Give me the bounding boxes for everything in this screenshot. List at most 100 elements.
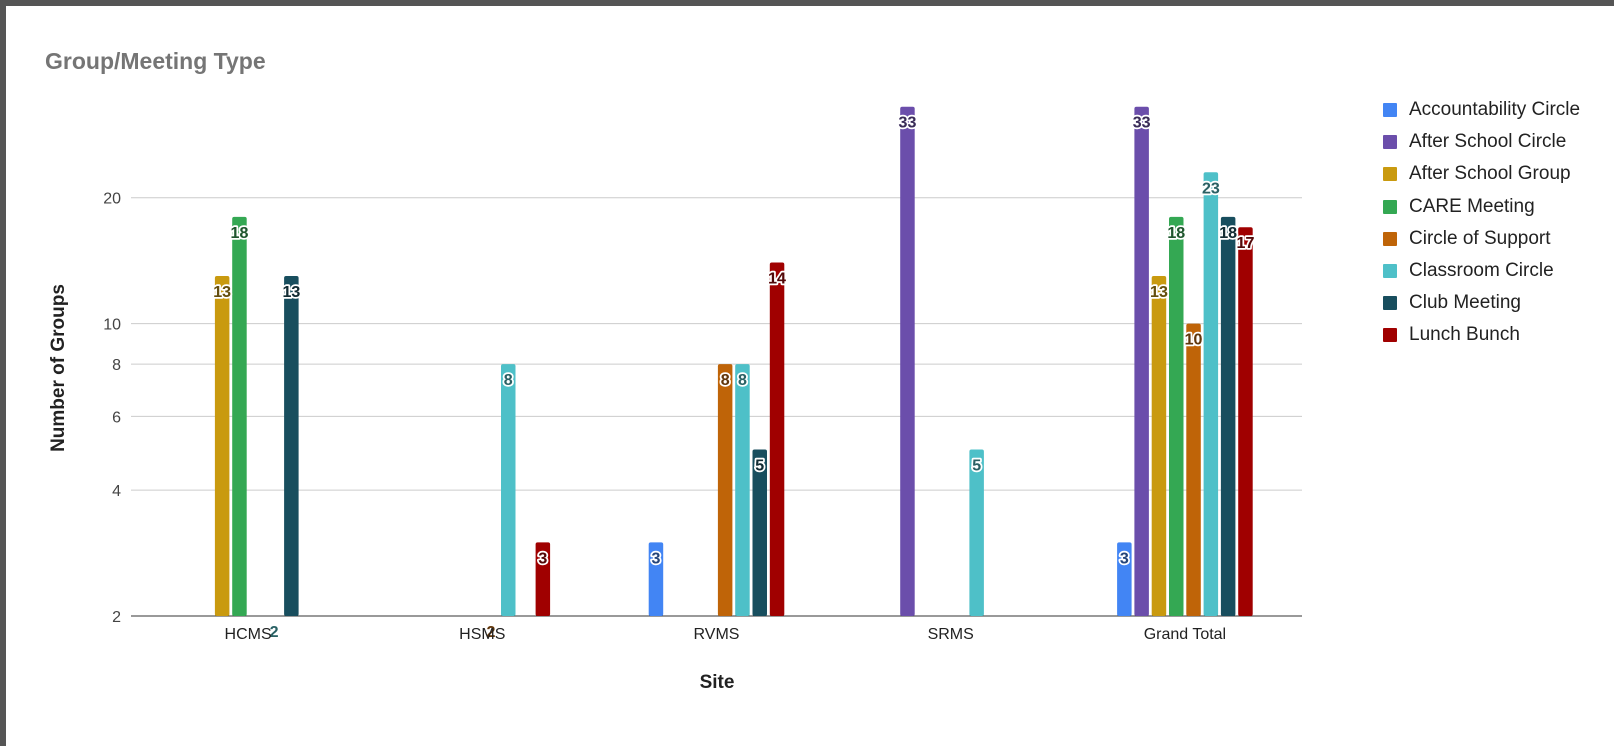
data-label: 8 [504,372,513,389]
bar [1220,216,1236,616]
x-tick-label: SRMS [928,626,974,643]
data-label: 8 [738,372,747,389]
legend-item[interactable]: Lunch Bunch [1383,319,1580,351]
legend-label: Accountability Circle [1409,99,1581,121]
legend-label: Classroom Circle [1409,260,1554,282]
legend-label: After School Circle [1409,131,1567,153]
bar [717,364,733,616]
legend-item[interactable]: Classroom Circle [1383,255,1580,287]
data-label: 17 [1237,235,1255,252]
bar [214,275,230,616]
data-label-shade: 13 [282,284,300,301]
data-label: 33 [1133,115,1151,132]
data-label-shade: 3 [651,550,660,567]
data-label: 18 [1219,225,1237,242]
x-tick-label: HCMS [225,626,272,643]
legend-item[interactable]: Club Meeting [1383,287,1580,319]
data-label-shade: 18 [1219,225,1237,242]
legend-label: Circle of Support [1409,227,1551,249]
data-label: 18 [231,225,249,242]
legend-item[interactable]: Accountability Circle [1383,94,1580,126]
data-label: 5 [755,458,764,475]
data-label: 3 [1120,550,1129,567]
legend-label: Lunch Bunch [1409,324,1520,346]
legend-item[interactable]: Circle of Support [1383,223,1580,255]
data-label: 13 [1150,284,1168,301]
data-label-shade: 5 [972,458,981,475]
legend-swatch [1383,199,1397,214]
y-axis-title: Number of Groups [48,284,69,452]
bar [735,364,750,616]
data-label-shade: 8 [504,372,513,389]
gridlines: 2 4 6 8 10 20 [103,191,1302,626]
legend-label: Club Meeting [1409,292,1521,314]
data-label: 3 [651,550,660,567]
data-label-shade: 18 [231,225,249,242]
bar [648,542,664,616]
data-label: 13 [213,284,231,301]
bar [1117,542,1132,616]
data-label-shade: 18 [1167,225,1185,242]
data-label-shade: 8 [738,372,747,389]
legend-item[interactable]: After School Circle [1383,126,1580,158]
data-label-shade: 8 [721,372,730,389]
legend-swatch [1383,135,1397,150]
data-label-shade: 17 [1237,235,1255,252]
data-label-shade: 3 [538,550,547,567]
data-label-shade: 23 [1202,180,1220,197]
data-label-shade: 33 [1133,115,1151,132]
legend-item[interactable]: CARE Meeting [1383,191,1580,223]
data-label-shade: 3 [1120,550,1129,567]
data-label: 5 [972,458,981,475]
bar [501,364,516,616]
chart-title: Group/Meeting Type [45,48,266,74]
data-label: 10 [1185,332,1203,349]
x-axis-title: Site [700,672,735,693]
data-label-shade: 14 [768,270,786,287]
data-label: 18 [1167,225,1185,242]
y-tick-label: 20 [103,191,121,208]
data-label: 3 [538,550,547,567]
legend-swatch [1383,167,1397,182]
bar [1151,275,1167,616]
bar [752,449,767,616]
x-axis-ticks: HCMS HSMS RVMS SRMS Grand Total [225,626,1227,643]
bar [535,542,551,616]
bar [1186,323,1201,616]
data-label-shade: 5 [755,458,764,475]
y-tick-label: 10 [103,317,121,334]
x-tick-label: Grand Total [1144,626,1226,643]
legend-swatch [1383,296,1397,311]
chart-panel: Group/Meeting Type 2 4 6 8 10 20 13 13 18 18 2 2 13… [6,6,1614,746]
data-label: 23 [1202,180,1220,197]
data-label: 2 [486,624,495,641]
y-tick-label: 2 [112,609,121,626]
data-label-shade: 10 [1185,332,1203,349]
bar [284,275,299,616]
legend-label: CARE Meeting [1409,195,1535,217]
x-tick-label: HSMS [459,626,505,643]
x-tick-label: RVMS [694,626,740,643]
legend-swatch [1383,231,1397,246]
data-label-shade: 13 [1150,284,1168,301]
bars-group [214,106,1253,616]
legend-item[interactable]: After School Group [1383,158,1580,190]
legend: Accountability Circle After School Circle… [1383,94,1580,352]
y-tick-label: 4 [112,483,121,500]
data-label: 33 [899,115,917,132]
data-label: 14 [768,270,786,287]
data-label: 8 [721,372,730,389]
bar [1203,172,1219,616]
data-label-shade: 13 [213,284,231,301]
bar [1169,216,1184,616]
data-label-shade: 2 [270,624,279,641]
legend-swatch [1383,103,1397,118]
data-label: 13 [282,284,300,301]
data-label: 2 [270,624,279,641]
data-label-shade: 2 [486,624,495,641]
bar [900,106,915,616]
y-tick-label: 8 [112,357,121,374]
legend-label: After School Group [1409,163,1571,185]
